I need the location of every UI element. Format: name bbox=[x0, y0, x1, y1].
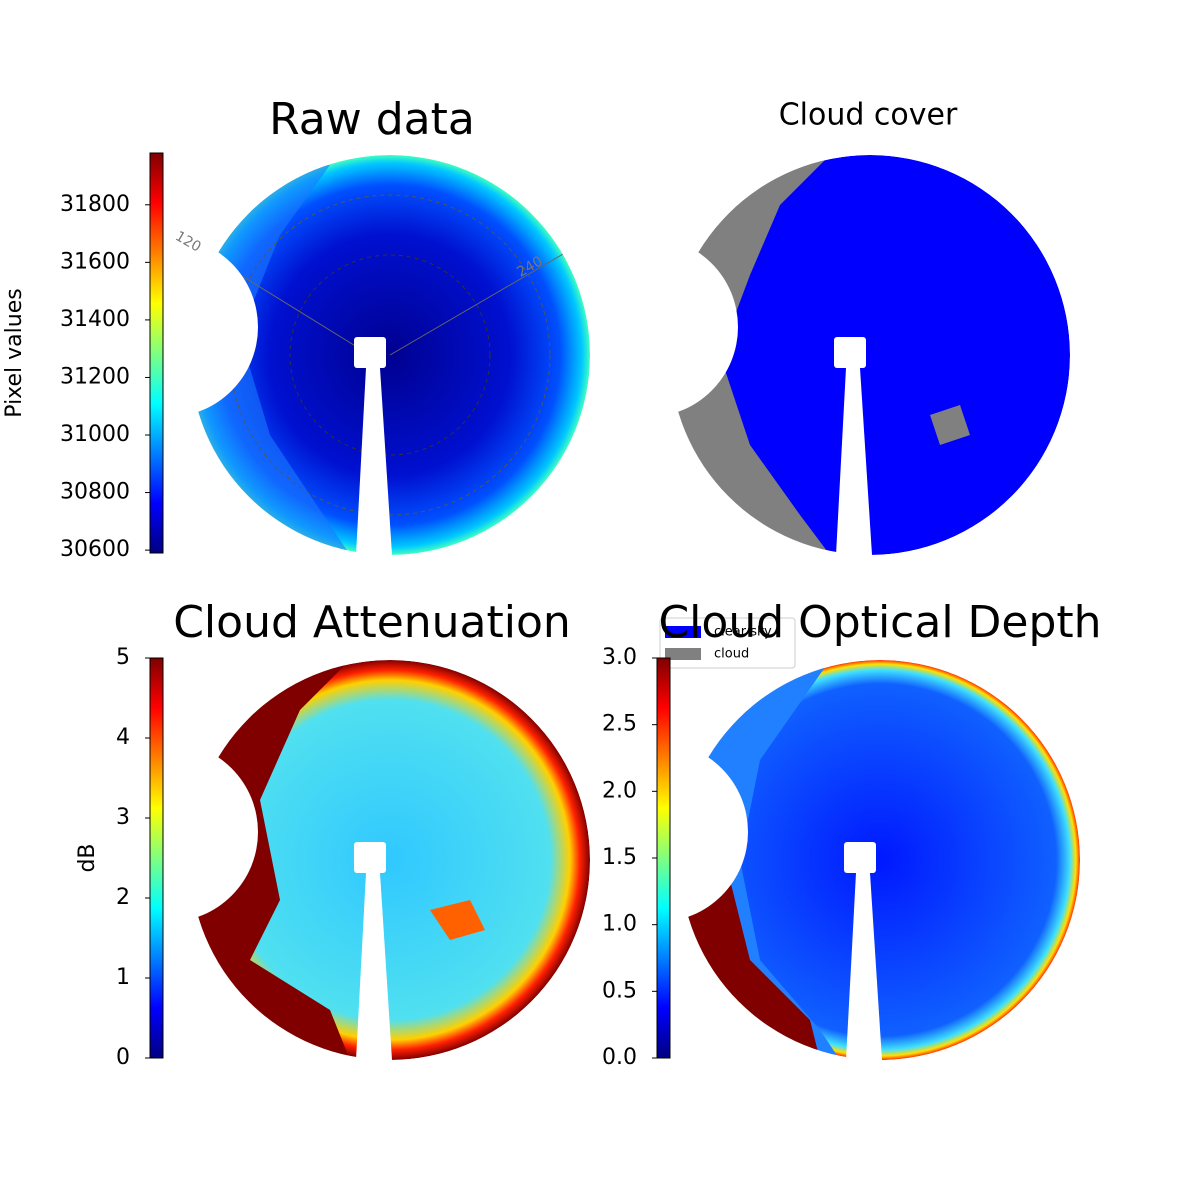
sky-image bbox=[680, 660, 1080, 1060]
tick-label: 31400 bbox=[60, 307, 130, 332]
tick-label: 0.0 bbox=[602, 1045, 637, 1070]
panel-title: Raw data bbox=[269, 94, 475, 145]
tick-label: 30800 bbox=[60, 480, 130, 505]
tick-label: 4 bbox=[116, 725, 130, 750]
tick-label: 31000 bbox=[60, 422, 130, 447]
colorbar-label: Pixel values bbox=[2, 288, 27, 417]
tick-label: 2 bbox=[116, 885, 130, 910]
legend-swatch bbox=[665, 648, 701, 660]
tick-label: 1 bbox=[116, 965, 130, 990]
sky-image bbox=[670, 155, 1070, 555]
legend-swatch bbox=[665, 626, 701, 638]
tick-label: 30600 bbox=[60, 537, 130, 562]
tick-label: 2.5 bbox=[602, 712, 637, 737]
colorbar bbox=[149, 657, 164, 1059]
tick-label: 31800 bbox=[60, 192, 130, 217]
sky-image bbox=[190, 155, 590, 556]
legend-label: cloud bbox=[714, 647, 749, 662]
colorbar bbox=[656, 657, 671, 1059]
tick-label: 31200 bbox=[60, 364, 130, 389]
legend-label: clear sky bbox=[714, 625, 772, 640]
tick-label: 5 bbox=[116, 645, 130, 670]
tick-label: 3 bbox=[116, 805, 130, 830]
colorbar bbox=[149, 152, 164, 554]
tick-label: 0.5 bbox=[602, 978, 637, 1003]
tick-label: 0 bbox=[116, 1045, 130, 1070]
tick-label: 1.5 bbox=[602, 845, 637, 870]
tick-label: 1.0 bbox=[602, 912, 637, 937]
panel-title: Cloud cover bbox=[779, 98, 958, 133]
colorbar-label: dB bbox=[75, 843, 100, 872]
panel-title: Cloud Optical Depth bbox=[658, 597, 1101, 648]
tick-label: 31600 bbox=[60, 249, 130, 274]
tick-label: 2.0 bbox=[602, 778, 637, 803]
sky-image bbox=[190, 660, 590, 1060]
tick-label: 3.0 bbox=[602, 645, 637, 670]
panel-title: Cloud Attenuation bbox=[173, 597, 571, 648]
